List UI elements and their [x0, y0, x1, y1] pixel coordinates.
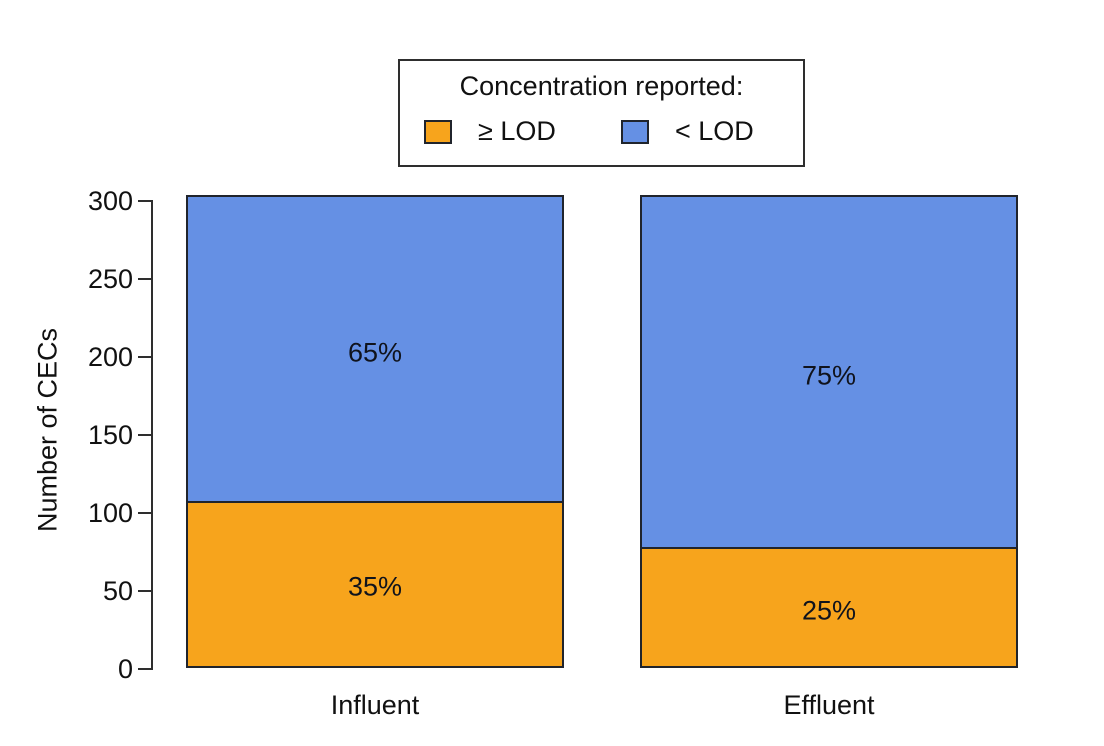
y-tick — [138, 278, 151, 280]
y-tick — [138, 434, 151, 436]
y-tick — [138, 512, 151, 514]
y-tick-label: 200 — [87, 342, 133, 372]
bar-segment-gte-lod — [642, 546, 1016, 666]
bar-effluent — [640, 195, 1018, 668]
y-tick-label: 250 — [87, 264, 133, 294]
legend-entry-lt-lod: < LOD — [621, 116, 754, 147]
legend-swatch-icon — [621, 119, 649, 144]
y-axis-title: Number of CECs — [32, 327, 63, 533]
percent-label-gte-lod: 25% — [801, 595, 857, 626]
legend-entry-label: < LOD — [675, 116, 754, 146]
legend-title: Concentration reported: — [459, 71, 744, 101]
y-axis-line — [151, 200, 153, 670]
y-tick-label: 100 — [87, 498, 133, 528]
y-tick — [138, 356, 151, 358]
legend-entry-label: ≥ LOD — [478, 116, 556, 146]
legend-swatch-icon — [424, 119, 452, 144]
y-tick — [138, 200, 151, 202]
bar-influent — [186, 195, 564, 668]
y-tick-label: 50 — [102, 576, 133, 606]
category-label-effluent: Effluent — [783, 690, 875, 720]
y-tick-label: 0 — [117, 654, 133, 684]
percent-label-lt-lod: 75% — [801, 360, 857, 391]
percent-label-lt-lod: 65% — [347, 337, 403, 368]
category-label-influent: Influent — [330, 690, 420, 720]
y-tick-label: 150 — [87, 420, 133, 450]
y-tick-label: 300 — [87, 186, 133, 216]
percent-label-gte-lod: 35% — [347, 571, 403, 602]
legend-entries: ≥ LOD < LOD — [400, 61, 803, 165]
y-tick — [138, 668, 151, 670]
bar-segment-gte-lod — [188, 500, 562, 666]
legend-box: Concentration reported: ≥ LOD < LOD — [398, 59, 805, 167]
legend-entry-gte-lod: ≥ LOD — [424, 116, 556, 147]
y-tick — [138, 590, 151, 592]
